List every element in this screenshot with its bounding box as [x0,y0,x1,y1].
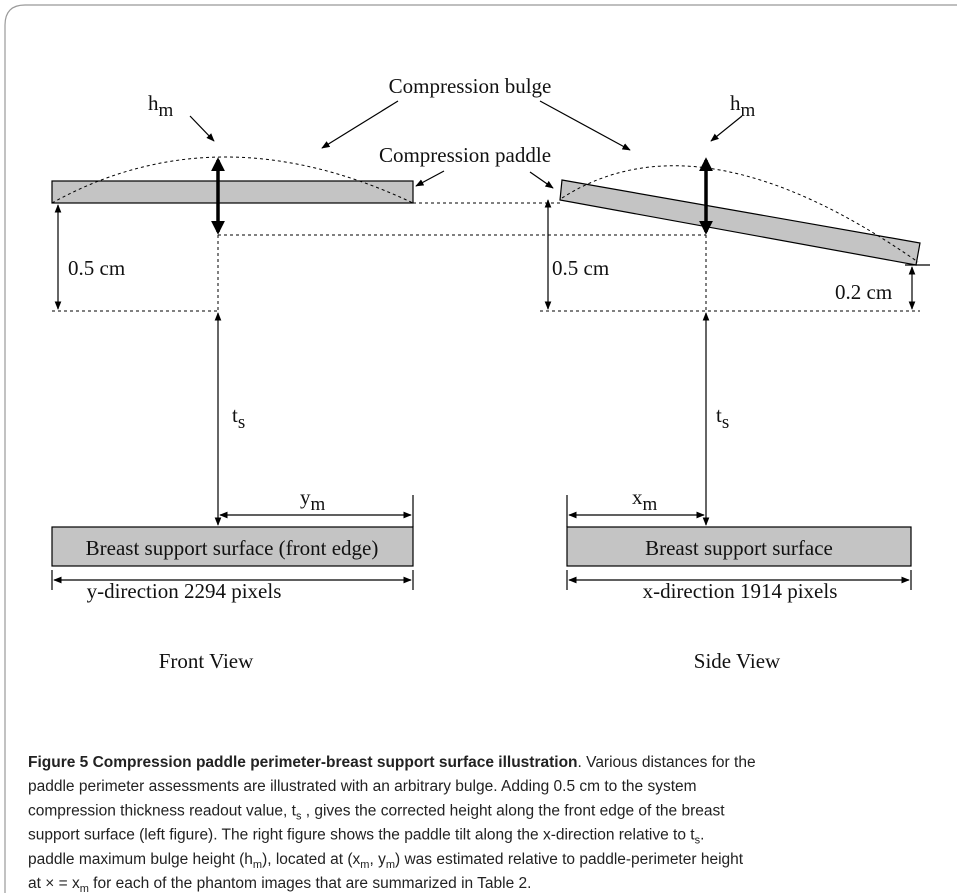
label-sub: m [741,100,756,121]
label: hm [730,91,756,121]
label-base: h [730,91,741,115]
caption-line: support surface (left figure). The right… [28,827,704,847]
caption-line: paddle perimeter assessments are illustr… [28,778,697,795]
label-sub: m [643,494,658,515]
label: ym [300,485,326,515]
caption-text: paddle perimeter assessments are illustr… [28,778,697,795]
label: x-direction 1914 pixels [643,579,838,603]
caption-line: Figure 5 Compression paddle perimeter-br… [28,754,756,771]
caption-text: for each of the phantom images that are … [89,875,532,892]
caption-text: support surface (left figure). The right… [28,827,695,844]
caption-sub: s [695,835,701,847]
label: ts [716,403,729,433]
label-sub: m [311,494,326,515]
pointer [539,100,631,151]
caption-title: Figure 5 Compression paddle perimeter-br… [28,754,578,771]
label: y-direction 2294 pixels [87,579,282,603]
caption-line: compression thickness readout value, ts … [28,802,725,822]
pointer [415,170,445,187]
label: xm [632,485,658,515]
caption-text: at × = x [28,875,80,892]
side-view-drawing [529,100,930,590]
caption-text: paddle maximum bulge height (h [28,851,253,868]
caption-text: ) was estimated relative to paddle-perim… [395,851,744,868]
label: Breast support surface [645,536,833,560]
label-base: t [232,403,238,427]
label: 0.2 cm [835,280,892,304]
caption-text: . [700,827,704,844]
bulge-curve [51,156,414,204]
label: Compression bulge [389,74,552,98]
label: Side View [694,649,781,673]
caption-text: , gives the corrected height along the f… [301,802,725,819]
pointer [529,171,554,189]
caption-sub: m [360,859,369,871]
label-base: t [716,403,722,427]
label-base: x [632,485,643,509]
caption-sub: m [386,859,395,871]
label-base: h [148,91,159,115]
caption-line: paddle maximum bulge height (hm), locate… [28,851,744,871]
frame [4,4,957,893]
caption-line: at × = xm for each of the phantom images… [28,875,531,893]
caption: Figure 5 Compression paddle perimeter-br… [28,754,756,893]
support-surface [566,526,912,567]
caption-text: , y [369,851,386,868]
pointer [710,115,743,142]
tilted-paddle [559,179,921,266]
label: Breast support surface (front edge) [86,536,379,560]
pointer [321,100,399,149]
bulge-curve [561,165,919,263]
support-surface [51,526,414,567]
label-base: y [300,485,311,509]
label-sub: s [238,412,245,433]
label: 0.5 cm [68,256,125,280]
label-sub: m [159,100,174,121]
pointer [189,115,215,142]
caption-text: compression thickness readout value, t [28,802,297,819]
caption-text: . Various distances for the [578,754,756,771]
label: Front View [159,649,254,673]
caption-sub: s [296,810,302,822]
caption-sub: m [80,883,89,893]
caption-sub: m [253,859,262,871]
label: ts [232,403,245,433]
front-view-drawing [51,100,445,590]
caption-text: ), located at (x [262,851,360,868]
paddle [51,180,414,204]
label: Compression paddle [379,143,551,167]
label-sub: s [722,412,729,433]
label: hm [148,91,174,121]
label: 0.5 cm [552,256,609,280]
